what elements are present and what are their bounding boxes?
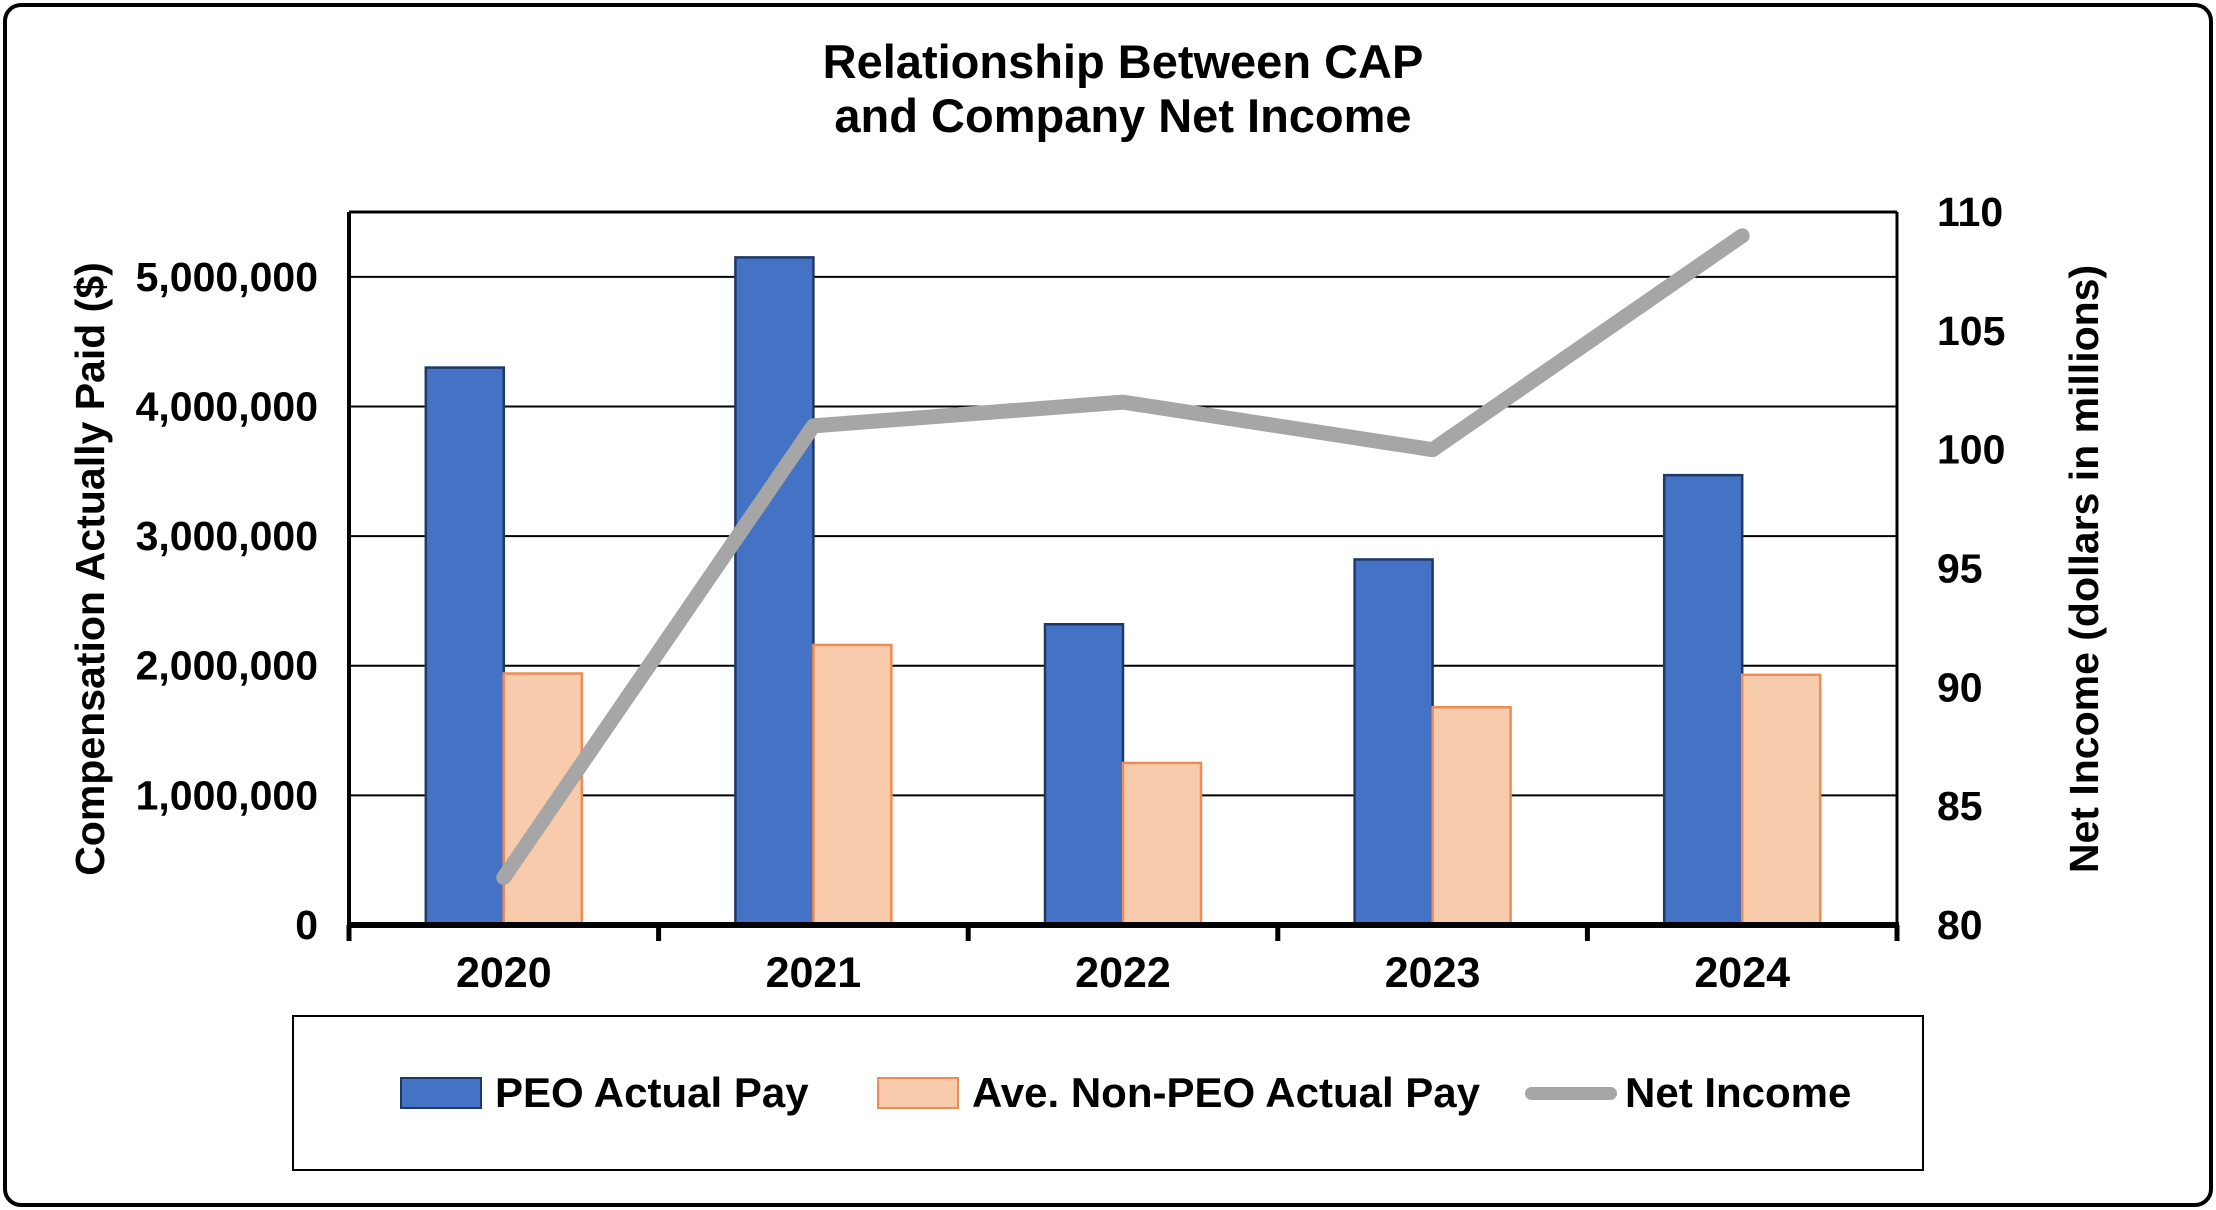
bar-peo-2020 <box>424 366 506 927</box>
legend: PEO Actual Pay Ave. Non-PEO Actual Pay N… <box>292 1015 1924 1171</box>
left-axis-title: Compensation Actually Paid ($) <box>67 262 113 876</box>
right-axis-tick-label: 100 <box>1937 427 2005 473</box>
legend-item-peo-actual-pay: PEO Actual Pay <box>400 1069 809 1117</box>
right-axis-tick-label: 110 <box>1937 189 2003 235</box>
bar-non-peo-2021 <box>812 643 893 927</box>
bar-non-peo-2023 <box>1431 705 1512 927</box>
right-axis-tick-label: 105 <box>1937 308 2005 354</box>
bar-non-peo-2020 <box>502 672 584 927</box>
bar-series <box>424 256 1822 927</box>
left-axis-tick-label: 3,000,000 <box>136 513 318 559</box>
left-axis-tick-label: 0 <box>295 902 318 948</box>
right-axis-tick-label: 80 <box>1937 902 1983 948</box>
line-series <box>496 228 1750 885</box>
net-income-line <box>496 228 1750 885</box>
x-axis-category-label: 2021 <box>766 949 862 997</box>
x-axis-category-label: 2023 <box>1385 949 1481 997</box>
legend-item-ave-non-peo-actual-pay: Ave. Non-PEO Actual Pay <box>877 1069 1480 1117</box>
bar-peo-2021 <box>734 256 815 927</box>
axes <box>346 210 1900 941</box>
bar-peo-2022 <box>1043 622 1125 927</box>
net-income-line-swatch <box>1525 1086 1617 1100</box>
bar-non-peo-2024 <box>1740 673 1822 927</box>
ave-non-peo-actual-pay-swatch <box>877 1077 959 1109</box>
bar-peo-2024 <box>1662 473 1744 927</box>
x-axis-category-label: 2022 <box>1075 949 1171 997</box>
chart-title-line2: and Company Net Income <box>834 89 1411 142</box>
left-axis-tick-label: 5,000,000 <box>136 254 318 300</box>
peo-actual-pay-swatch <box>400 1077 482 1109</box>
legend-label: PEO Actual Pay <box>495 1069 809 1116</box>
chart-title-line1: Relationship Between CAP <box>823 35 1424 88</box>
x-axis-category-label: 2024 <box>1694 949 1790 997</box>
x-axis-category-label: 2020 <box>456 949 552 997</box>
right-axis-title: Net Income (dollars in millions) <box>2061 265 2107 873</box>
legend-label: Ave. Non-PEO Actual Pay <box>972 1069 1481 1116</box>
legend-item-net-income: Net Income <box>1525 1069 1851 1117</box>
left-axis-tick-label: 4,000,000 <box>136 383 318 429</box>
left-axis-tick-label: 1,000,000 <box>136 772 318 818</box>
right-axis-tick-label: 95 <box>1937 546 1983 592</box>
left-axis-tick-label: 2,000,000 <box>136 643 318 689</box>
gridlines <box>349 275 1897 797</box>
bar-peo-2023 <box>1353 558 1434 927</box>
legend-label: Net Income <box>1625 1069 1852 1116</box>
right-axis-tick-label: 85 <box>1937 783 1983 829</box>
right-axis-tick-label: 90 <box>1937 664 1983 710</box>
bar-non-peo-2022 <box>1121 761 1203 927</box>
axis-tick-labels: 0 1,000,000 2,000,000 3,000,000 4,000,000 5,0… <box>136 189 2006 997</box>
